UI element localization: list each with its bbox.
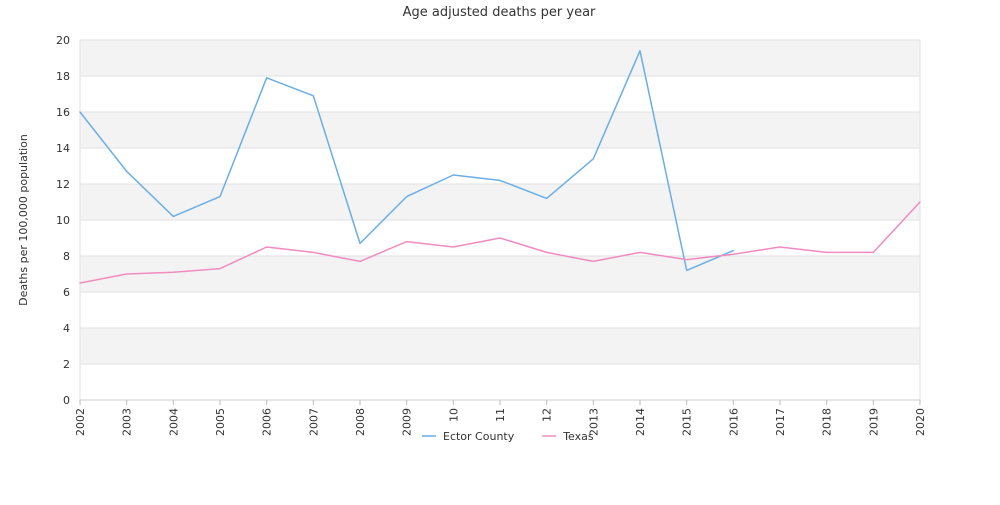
chart-title: Age adjusted deaths per year (403, 5, 596, 20)
plot-band (80, 148, 920, 184)
x-tick-label: 2005 (214, 408, 227, 436)
y-tick-label: 0 (63, 394, 70, 407)
x-tick-label: 2013 (587, 408, 600, 436)
y-axis-ticks: 0 2 4 6 8 10 12 14 16 18 20 (56, 34, 70, 407)
y-tick-label: 2 (63, 358, 70, 371)
plot-band (80, 292, 920, 328)
x-tick-label: 2018 (821, 408, 834, 436)
y-tick-label: 20 (56, 34, 70, 47)
plot-band (80, 40, 920, 76)
x-tick-label: 2008 (354, 408, 367, 436)
series-lines (79, 50, 921, 284)
x-tick-label: 2004 (167, 408, 180, 436)
x-tick-label: 2006 (261, 408, 274, 436)
y-tick-label: 10 (56, 214, 70, 227)
x-tick-label: 12 (541, 408, 554, 422)
plot-band (80, 76, 920, 112)
y-tick-label: 4 (63, 322, 70, 335)
legend-label: Ector County (443, 430, 515, 443)
legend-item-texas[interactable]: Texas (542, 430, 594, 443)
x-tick-label: 2009 (401, 408, 414, 436)
legend-item-ector-county[interactable]: Ector County (422, 430, 515, 443)
legend[interactable]: Ector County Texas (422, 430, 594, 443)
x-tick-label: 2019 (867, 408, 880, 436)
y-tick-label: 14 (56, 142, 70, 155)
x-tick-label: 2015 (681, 408, 694, 436)
plot-band (80, 256, 920, 292)
plot-band (80, 364, 920, 400)
y-tick-label: 16 (56, 106, 70, 119)
series-line-ector-county (79, 50, 735, 272)
plot-band (80, 112, 920, 148)
x-tick-label: 2007 (307, 408, 320, 436)
y-tick-label: 12 (56, 178, 70, 191)
x-tick-label: 2020 (914, 408, 927, 436)
y-tick-label: 6 (63, 286, 70, 299)
y-tick-label: 18 (56, 70, 70, 83)
x-tick-label: 2003 (121, 408, 134, 436)
x-tick-label: 11 (494, 408, 507, 422)
x-tick-label: 2017 (774, 408, 787, 436)
y-tick-label: 8 (63, 250, 70, 263)
x-tick-label: 2016 (727, 408, 740, 436)
y-axis-label: Deaths per 100,000 population (17, 134, 30, 306)
x-tick-label: 10 (447, 408, 460, 422)
x-axis-ticks: 2002 2003 2004 2005 2006 2007 2008 2009 10 11 12 20… (74, 400, 927, 436)
plot-band (80, 328, 920, 364)
x-tick-label: 2002 (74, 408, 87, 436)
series-line-texas (79, 201, 921, 284)
plot-band (80, 184, 920, 220)
legend-label: Texas (562, 430, 594, 443)
x-tick-label: 2014 (634, 408, 647, 436)
